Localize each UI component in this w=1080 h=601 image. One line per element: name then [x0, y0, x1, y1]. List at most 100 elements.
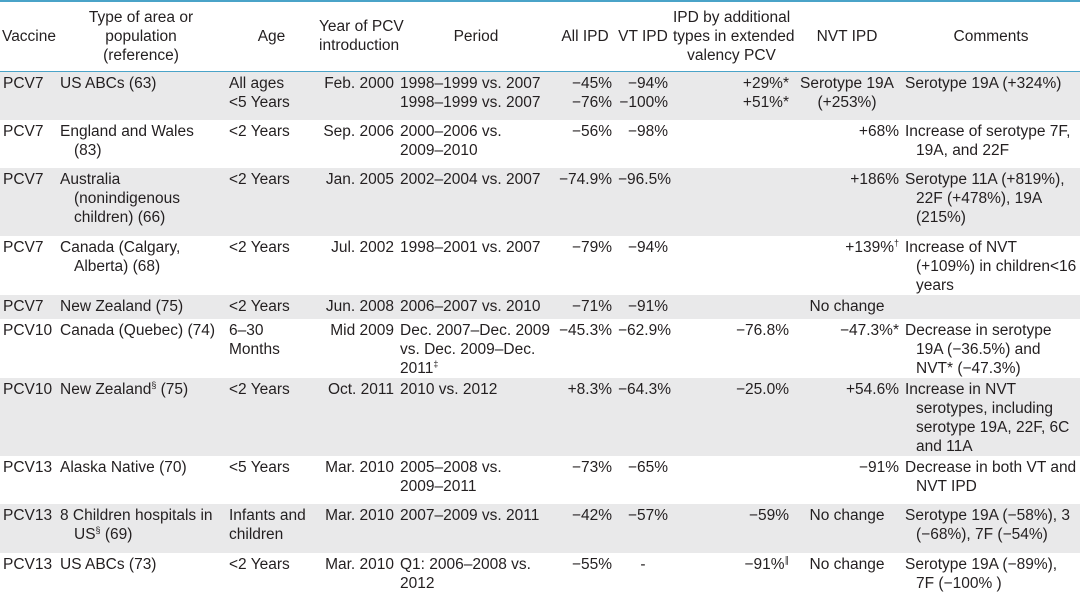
table-row: PCV7 New Zealand (75) <2 Years Jun. 2008 200…: [0, 295, 1080, 319]
cell-area: Canada (Calgary, Alberta) (68): [56, 236, 226, 295]
add-ipd-line: −76.8%: [735, 322, 789, 339]
period-line: 2010 vs. 2012: [400, 381, 498, 398]
cell-age: <2 Years: [226, 168, 317, 236]
period-line: 1998–1999 vs. 2007: [400, 74, 541, 92]
vt-ipd-line: −57%: [627, 507, 668, 524]
cell-area: New Zealand (75): [56, 295, 226, 319]
all-ipd-line: −56%: [571, 123, 612, 140]
vt-ipd-line: −100%: [619, 93, 668, 111]
cell-age: Infants and children: [226, 504, 317, 553]
nvt-ipd-line: +68%: [858, 123, 899, 140]
cell-vt-ipd: −64.3%: [615, 378, 671, 456]
vt-ipd-line: −91%: [627, 298, 668, 315]
age-line: <2 Years: [229, 171, 290, 188]
nvt-ipd-line: −91%: [858, 459, 899, 476]
age-line: <2 Years: [229, 381, 290, 398]
cell-period: 2006–2007 vs. 2010: [397, 295, 555, 319]
cell-nvt-ipd: −91%: [792, 456, 902, 504]
table-row: PCV7 Canada (Calgary, Alberta) (68) <2 Yea…: [0, 236, 1080, 295]
table-row: PCV13 Alaska Native (70) <5 Years Mar. 2010…: [0, 456, 1080, 504]
age-line: <2 Years: [229, 298, 290, 315]
nvt-ipd-line: +186%: [850, 171, 899, 188]
cell-period: 2007–2009 vs. 2011: [397, 504, 555, 553]
cell-comments: Decrease in serotype 19A (−36.5%) and NV…: [905, 322, 1052, 377]
period-line: vs. Dec. 2009–Dec.: [400, 341, 536, 358]
cell-vt-ipd: −96.5%: [615, 168, 671, 236]
cell-comments: Serotype 19A (+324%): [902, 71, 1080, 120]
period-line: 2000–2006 vs.: [400, 123, 502, 140]
cell-additional-ipd: [671, 236, 792, 295]
header-nvt-ipd: NVT IPD: [792, 0, 902, 72]
nvt-ipd-line: +54.6%: [845, 381, 899, 398]
cell-comments: [902, 295, 1080, 319]
footnote-mark: ∥: [784, 554, 790, 565]
age-line: 6–30: [229, 322, 264, 339]
cell-area: England and Wales (83): [56, 120, 226, 168]
all-ipd-line: −74.9%: [558, 171, 612, 188]
header-period: Period: [397, 0, 555, 72]
cell-all-ipd: −55%: [555, 553, 615, 601]
all-ipd-line: −42%: [571, 507, 612, 524]
add-ipd-line: +51%*: [742, 93, 789, 111]
cell-vaccine: PCV7: [3, 123, 44, 140]
vt-ipd-line: −94%: [627, 239, 668, 256]
header-year: Year of PCV introduction: [317, 0, 404, 72]
cell-year: Jun. 2008: [317, 295, 397, 319]
footnote-mark: ‡: [433, 358, 439, 369]
period-line: Q1: 2006–2008 vs.: [400, 556, 531, 573]
nvt-ipd-line: No change: [809, 298, 885, 315]
cell-vt-ipd: −91%: [615, 295, 671, 319]
cell-year: Mar. 2010: [325, 556, 394, 573]
vt-ipd-line: −98%: [627, 123, 668, 140]
cell-year: Jul. 2002: [331, 239, 394, 256]
cell-year: Sep. 2006: [323, 123, 394, 140]
header-additional-ipd: IPD by additional types in extended vale…: [671, 0, 795, 72]
cell-area: New Zealand§ (75): [56, 378, 226, 456]
cell-area: US ABCs (73): [56, 553, 226, 601]
cell-area: Australia (nonindigenous children) (66): [56, 168, 226, 236]
table-row: PCV7 Australia (nonindigenous children) (…: [0, 168, 1080, 236]
cell-all-ipd: −42%: [555, 504, 615, 553]
cell-nvt-ipd: Serotype 19A (+253%): [792, 71, 902, 120]
cell-vaccine: PCV13: [3, 556, 53, 573]
cell-vaccine: PCV13: [3, 459, 53, 476]
cell-nvt-ipd: +68%: [792, 120, 902, 168]
age-line: Infants and: [229, 507, 306, 524]
area-text: 8 Children hospitals in US: [60, 507, 213, 543]
cell-period: 1998–2001 vs. 2007: [397, 236, 555, 295]
add-ipd-line: −59%: [748, 507, 789, 524]
table-row: PCV10 Canada (Quebec) (74) 6–30 Months Mid 2…: [0, 319, 1080, 378]
cell-additional-ipd: +29%* +51%*: [671, 71, 792, 120]
age-line: <5 Years: [229, 459, 290, 476]
period-line: 1998–1999 vs. 2007: [400, 93, 541, 111]
header-row: Vaccine Type of area or population (refe…: [0, 0, 1080, 72]
cell-age: <2 Years: [226, 120, 317, 168]
all-ipd-line: −55%: [571, 556, 612, 573]
cell-year: Feb. 2000: [317, 71, 397, 120]
nvt-ipd-line: (+253%): [817, 93, 877, 111]
cell-comments: Serotype 19A (−89%), 7F (−100% ): [905, 556, 1058, 592]
cell-all-ipd: −74.9%: [555, 168, 615, 236]
cell-vt-ipd: −94%: [615, 236, 671, 295]
cell-area: 8 Children hospitals in US§ (69): [56, 504, 226, 553]
vt-ipd-line: -: [640, 556, 646, 573]
all-ipd-line: −73%: [571, 459, 612, 476]
vt-ipd-line: −94%: [627, 74, 668, 92]
cell-all-ipd: +8.3%: [555, 378, 615, 456]
cell-period: 2010 vs. 2012: [397, 378, 555, 456]
cell-age: <2 Years: [226, 236, 317, 295]
period-line: 2011: [400, 360, 434, 377]
cell-all-ipd: −73%: [555, 456, 615, 504]
all-ipd-line: −45%: [571, 74, 612, 92]
cell-vt-ipd: −98%: [615, 120, 671, 168]
nvt-ipd-line: +139%: [845, 239, 894, 256]
period-line: 2007–2009 vs. 2011: [400, 507, 540, 524]
nvt-ipd-line: −47.3%*: [839, 322, 899, 339]
area-text: New Zealand: [60, 381, 152, 398]
cell-period: 2000–2006 vs. 2009–2010: [397, 120, 555, 168]
cell-additional-ipd: [671, 456, 792, 504]
cell-age: 6–30 Months: [226, 319, 317, 378]
vt-ipd-line: −62.9%: [618, 322, 671, 339]
period-line: 2005–2008 vs.: [400, 459, 502, 476]
period-line: 2006–2007 vs. 2010: [400, 298, 541, 315]
